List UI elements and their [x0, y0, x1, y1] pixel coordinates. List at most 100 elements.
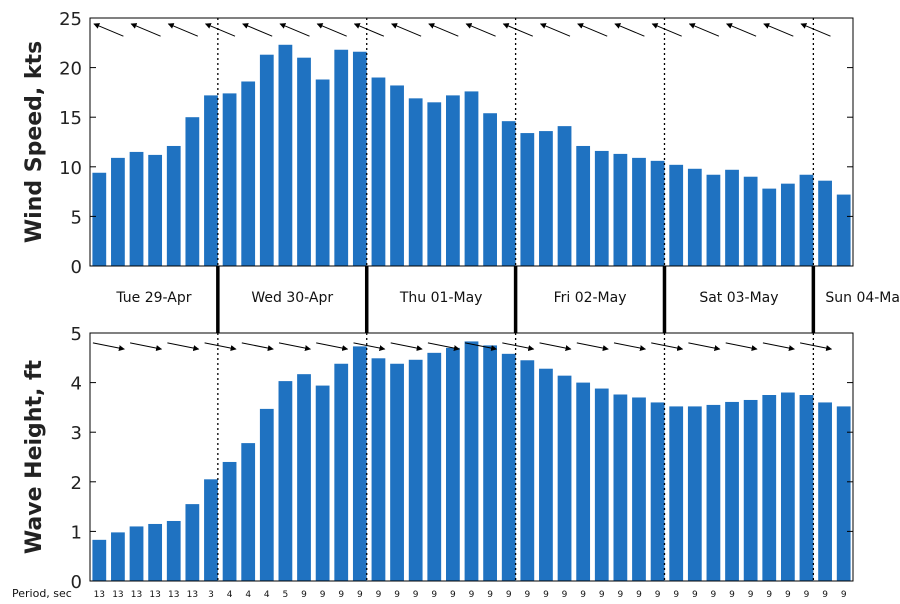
- wave-y-tick-label: 0: [71, 572, 82, 593]
- wave-bar: [111, 532, 125, 581]
- wind-bar: [315, 79, 330, 266]
- period-value: 9: [692, 590, 698, 600]
- day-label: Sun 04-Ma: [825, 290, 900, 306]
- wind-direction-arrow: [93, 23, 124, 37]
- wind-bar: [762, 188, 777, 266]
- wind-bar: [241, 81, 256, 267]
- wind-direction-arrow: [688, 23, 720, 37]
- period-value: 4: [264, 590, 270, 600]
- wave-direction-arrow: [576, 342, 609, 351]
- wave-bar: [501, 353, 516, 581]
- wave-bar: [259, 408, 274, 581]
- period-value: 3: [208, 590, 214, 600]
- wind-direction-arrow: [316, 23, 347, 37]
- period-value: 9: [599, 590, 605, 600]
- wind-bar: [92, 172, 107, 266]
- wave-bar: [166, 520, 181, 581]
- period-value: 9: [506, 590, 512, 600]
- period-value: 9: [301, 590, 307, 600]
- period-value: 9: [487, 590, 493, 600]
- period-value: 9: [469, 590, 475, 600]
- wave-direction-arrow: [613, 342, 646, 351]
- wave-direction-arrow: [688, 342, 721, 351]
- wind-bar: [483, 113, 497, 266]
- wave-bar: [446, 347, 460, 581]
- wind-y-tick-label: 15: [59, 108, 82, 129]
- period-value: 9: [785, 590, 791, 600]
- wave-bar: [334, 363, 349, 581]
- wind-direction-arrow: [391, 23, 422, 37]
- wind-direction-arrow: [204, 23, 236, 37]
- wave-bar: [576, 382, 591, 581]
- day-label: Fri 02-May: [554, 290, 627, 306]
- wave-bar: [632, 397, 646, 581]
- wind-bar: [222, 93, 237, 266]
- wave-bar: [706, 404, 721, 581]
- wind-direction-arrow: [242, 23, 273, 37]
- wind-y-tick-label: 0: [71, 257, 82, 278]
- wave-direction-arrow: [353, 342, 386, 351]
- wave-bar: [241, 443, 256, 581]
- wave-direction-arrow: [130, 342, 163, 351]
- wave-bar: [222, 461, 237, 581]
- wind-bar: [446, 95, 460, 266]
- wind-direction-arrow: [502, 23, 533, 37]
- wind-direction-arrow: [539, 23, 571, 37]
- day-label: Sat 03-May: [699, 290, 778, 306]
- wind-bar: [129, 151, 144, 266]
- wave-direction-arrow: [762, 342, 795, 351]
- day-label: Tue 29-Apr: [115, 290, 191, 306]
- wave-direction-arrow: [539, 342, 572, 351]
- period-value: 9: [748, 590, 754, 600]
- wind-bar: [390, 85, 404, 267]
- wind-bar: [650, 160, 665, 266]
- wind-bar: [780, 183, 795, 266]
- wind-direction-arrow: [800, 23, 831, 37]
- wind-bar: [371, 77, 386, 267]
- wind-direction-arrow: [577, 23, 608, 37]
- wave-bar: [129, 526, 144, 581]
- wave-bar: [297, 374, 311, 581]
- wind-y-tick-label: 20: [59, 59, 82, 80]
- wave-direction-arrow: [316, 342, 349, 351]
- period-value: 9: [841, 590, 847, 600]
- wind-bar: [743, 176, 758, 266]
- period-value: 9: [394, 590, 400, 600]
- wave-direction-arrow: [725, 342, 758, 351]
- period-value: 13: [168, 590, 179, 600]
- period-value: 13: [187, 590, 198, 600]
- wind-bar: [408, 98, 423, 266]
- wind-bar: [427, 102, 442, 266]
- wind-bar: [706, 174, 721, 266]
- wave-direction-arrow: [465, 342, 498, 351]
- wave-y-tick-label: 4: [71, 374, 82, 395]
- period-value: 9: [729, 590, 735, 600]
- wave-bar: [762, 395, 777, 581]
- wind-bar: [520, 133, 535, 266]
- wave-bar: [836, 406, 851, 581]
- wind-direction-arrow: [428, 23, 459, 37]
- period-value: 9: [766, 590, 772, 600]
- wind-bar: [669, 164, 684, 266]
- wave-bar: [594, 388, 609, 581]
- wind-bar: [111, 157, 125, 266]
- wave-bar: [780, 392, 795, 581]
- wind-axes-frame: [89, 17, 854, 267]
- period-value: 9: [524, 590, 530, 600]
- period-value: 9: [450, 590, 456, 600]
- wind-bar: [836, 194, 851, 266]
- wind-bar: [799, 174, 814, 266]
- wave-y-tick-label: 2: [71, 473, 82, 494]
- wind-bar: [632, 157, 646, 266]
- period-value: 13: [94, 590, 105, 600]
- wave-bar: [185, 504, 200, 581]
- wave-bar: [743, 399, 758, 581]
- period-value: 9: [804, 590, 810, 600]
- wave-y-axis-title: Wave Height, ft: [22, 359, 47, 554]
- wave-bar: [390, 363, 404, 581]
- wave-axes-frame: [89, 332, 854, 582]
- period-value: 9: [636, 590, 642, 600]
- wind-bar: [539, 131, 553, 266]
